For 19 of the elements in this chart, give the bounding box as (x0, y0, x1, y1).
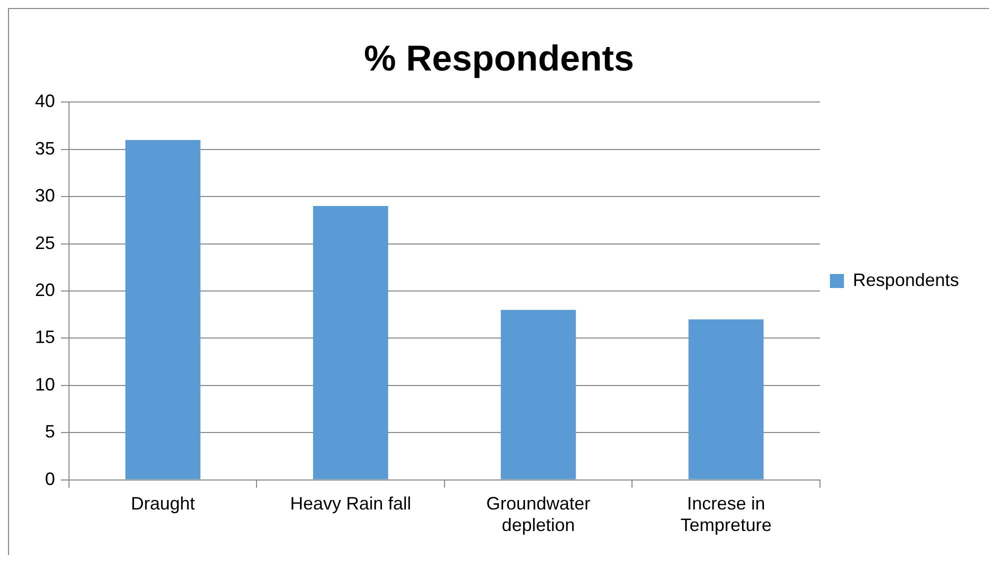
x-tick-label: Draught (130, 494, 195, 514)
bar (125, 140, 200, 480)
x-tick-label: Groundwater depletion (486, 494, 590, 536)
bar (313, 206, 388, 480)
legend-label: Respondents (852, 270, 960, 290)
x-tick-label: Heavy Rain fall (290, 494, 412, 514)
bar (688, 319, 764, 480)
bar (500, 310, 576, 480)
y-tick-label: 20 (34, 280, 56, 300)
y-tick-label: 40 (34, 91, 56, 112)
x-tick-label: Increse in Tempreture (680, 494, 772, 536)
y-tick-label: 30 (34, 186, 56, 206)
y-tick-label: 0 (45, 468, 56, 489)
y-tick-label: 5 (45, 422, 56, 442)
y-tick-label: 35 (34, 138, 56, 158)
y-tick-label: 10 (34, 374, 56, 394)
y-tick-label: 25 (34, 232, 56, 253)
y-tick-label: 15 (34, 327, 56, 348)
chart-title: % Respondents (364, 38, 634, 79)
